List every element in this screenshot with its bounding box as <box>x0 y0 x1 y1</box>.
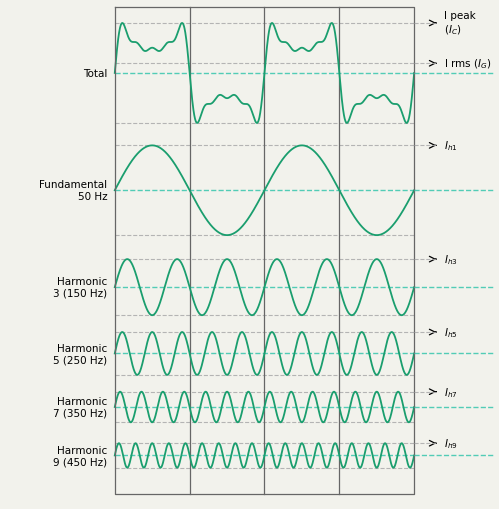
Text: Harmonic
9 (450 Hz): Harmonic 9 (450 Hz) <box>53 445 107 466</box>
Text: I rms $(I_G)$: I rms $(I_G)$ <box>444 58 492 71</box>
Text: $I_{h7}$: $I_{h7}$ <box>444 385 458 399</box>
Text: I peak
$(I_C)$: I peak $(I_C)$ <box>444 11 476 37</box>
Text: Harmonic
3 (150 Hz): Harmonic 3 (150 Hz) <box>53 277 107 298</box>
Text: Harmonic
7 (350 Hz): Harmonic 7 (350 Hz) <box>53 397 107 418</box>
Text: $I_{h3}$: $I_{h3}$ <box>444 252 458 267</box>
Text: $I_{h5}$: $I_{h5}$ <box>444 325 458 340</box>
Text: Harmonic
5 (250 Hz): Harmonic 5 (250 Hz) <box>53 343 107 364</box>
Text: Total: Total <box>83 69 107 79</box>
Text: Fundamental
50 Hz: Fundamental 50 Hz <box>39 180 107 202</box>
Text: $I_{h9}$: $I_{h9}$ <box>444 436 458 450</box>
Text: $I_{h1}$: $I_{h1}$ <box>444 139 458 153</box>
